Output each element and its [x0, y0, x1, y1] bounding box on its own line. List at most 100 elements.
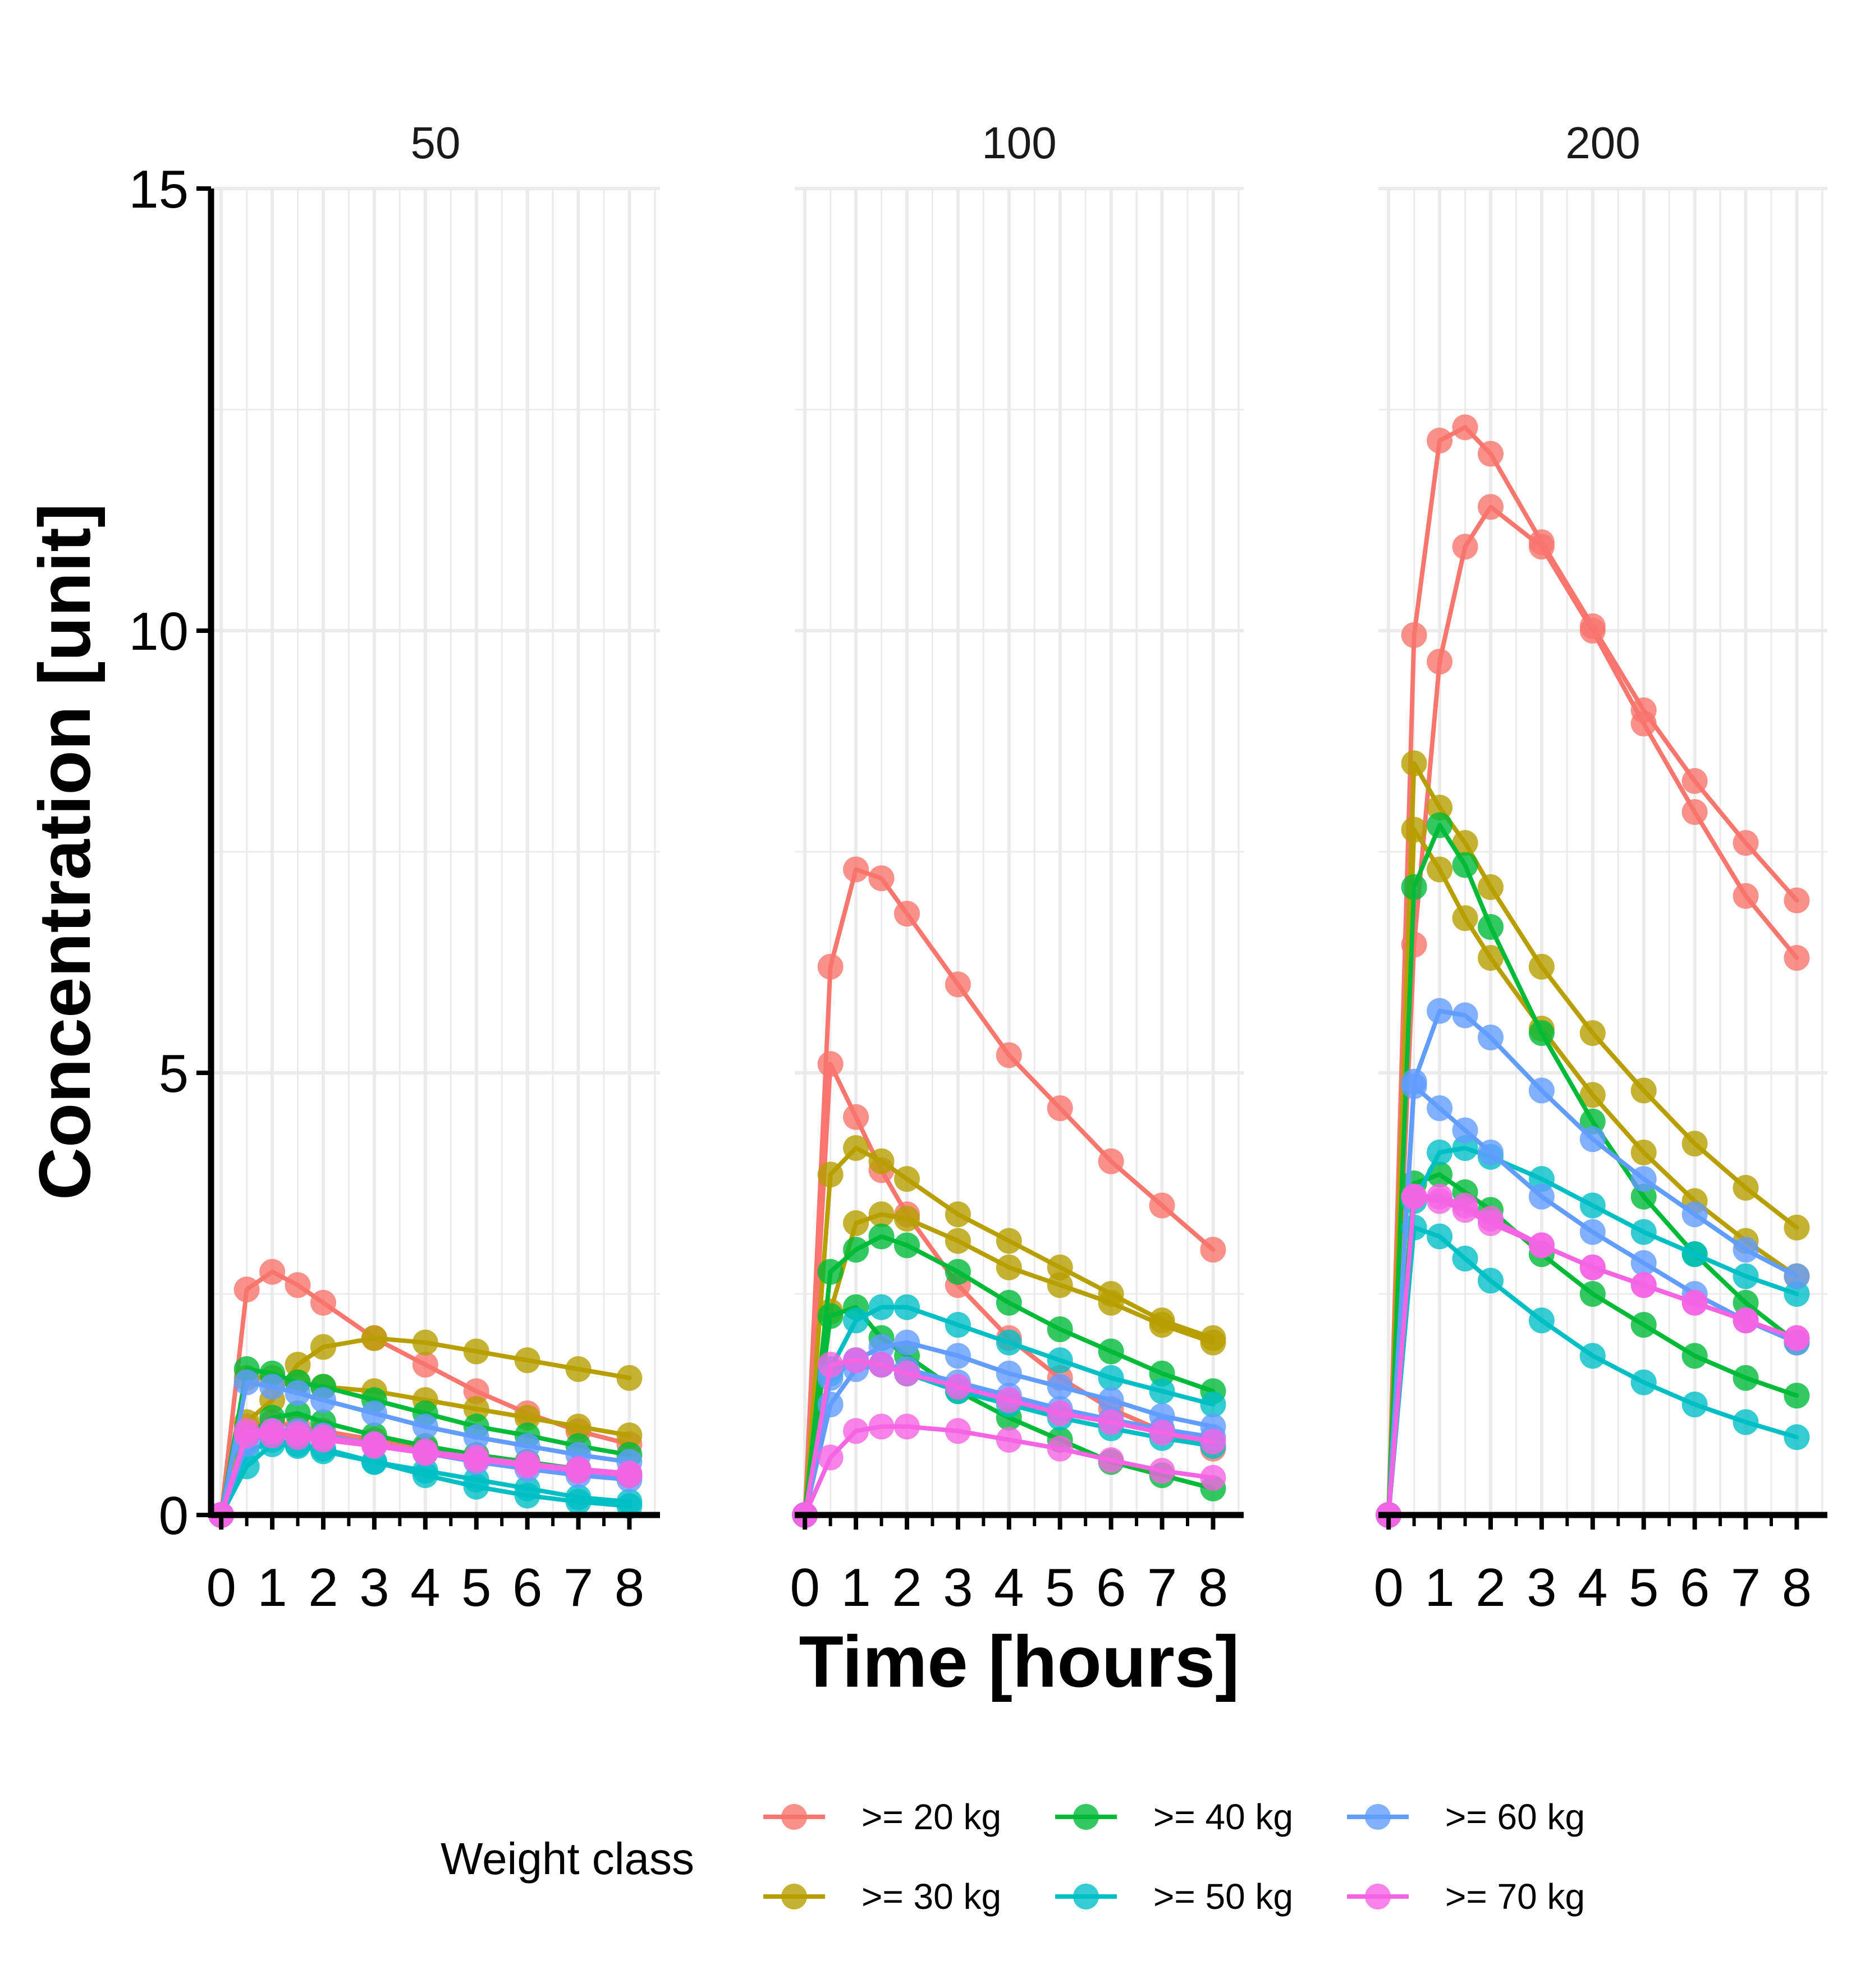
legend-label: >= 50 kg	[1153, 1876, 1293, 1917]
data-point	[1149, 1312, 1175, 1338]
x-tick-label: 2	[892, 1558, 922, 1618]
data-point	[361, 1400, 387, 1426]
data-point	[1098, 1289, 1124, 1316]
data-point	[945, 1201, 971, 1228]
data-point	[616, 1422, 643, 1449]
data-point	[945, 971, 971, 998]
data-point	[1630, 1219, 1657, 1245]
data-point	[1528, 1307, 1555, 1334]
data-point	[259, 1422, 286, 1449]
x-tick-label: 7	[1147, 1558, 1177, 1618]
x-tick-label: 3	[359, 1558, 389, 1618]
data-point	[1528, 1183, 1555, 1210]
data-point	[616, 1489, 643, 1515]
legend: Weight class >= 20 kg >= 30 kg >= 40 kg >= 5…	[441, 1797, 1585, 1917]
x-tick-label: 6	[1680, 1558, 1710, 1618]
data-point	[868, 1223, 895, 1250]
data-point	[1427, 1188, 1453, 1214]
data-point	[1149, 1192, 1175, 1219]
data-point	[1528, 1166, 1555, 1192]
data-point	[1733, 1365, 1759, 1391]
data-point	[1478, 440, 1504, 467]
data-point	[1579, 1219, 1606, 1245]
y-axis: 0 5 10 15	[129, 159, 214, 1546]
x-tick-label: 4	[994, 1558, 1024, 1618]
data-point	[1630, 1166, 1657, 1192]
data-point	[565, 1413, 592, 1440]
data-point	[565, 1484, 592, 1510]
data-point	[843, 1237, 869, 1263]
data-point	[1579, 1281, 1606, 1307]
data-point	[1528, 953, 1555, 980]
data-point	[1784, 887, 1810, 913]
legend-key-point	[781, 1884, 807, 1909]
legend-label: >= 30 kg	[861, 1876, 1001, 1917]
data-point	[843, 1418, 869, 1444]
data-point	[996, 1289, 1022, 1316]
x-tick-label: 0	[206, 1558, 236, 1618]
panel-50-grid: 50	[211, 118, 660, 1517]
data-point	[1733, 1289, 1759, 1316]
data-point	[996, 1360, 1022, 1386]
data-point	[868, 1413, 895, 1440]
data-point	[1478, 1268, 1504, 1294]
x-tick-label: 5	[1045, 1558, 1075, 1618]
data-point	[1427, 649, 1453, 675]
data-point	[817, 1303, 844, 1329]
data-point	[1784, 1424, 1810, 1450]
data-point	[868, 1294, 895, 1320]
legend-label: >= 60 kg	[1445, 1797, 1585, 1837]
x-axis-title: Time [hours]	[799, 1620, 1240, 1702]
x-tick-label: 1	[1424, 1558, 1454, 1618]
data-point	[1478, 945, 1504, 971]
data-point	[817, 1259, 844, 1285]
data-point	[463, 1338, 489, 1365]
x-tick-label: 1	[257, 1558, 287, 1618]
data-point	[1681, 1392, 1708, 1417]
legend-item: >= 20 kg	[763, 1797, 1001, 1837]
data-point	[894, 1413, 920, 1440]
data-point	[1630, 710, 1657, 737]
data-point	[996, 1329, 1022, 1356]
data-point	[1427, 795, 1453, 821]
data-point	[1733, 1174, 1759, 1201]
data-point	[1452, 534, 1478, 560]
data-point	[233, 1422, 260, 1449]
data-point	[1047, 1272, 1073, 1298]
data-point	[996, 1427, 1022, 1453]
data-point	[894, 1166, 920, 1192]
data-point	[1452, 1117, 1478, 1144]
data-point	[1200, 1237, 1226, 1263]
legend-label: >= 40 kg	[1153, 1797, 1293, 1837]
data-point	[259, 1259, 286, 1285]
data-point	[843, 1307, 869, 1334]
panel-200-grid: 200	[1378, 118, 1827, 1517]
data-point	[1452, 852, 1478, 878]
data-point	[1681, 1289, 1708, 1316]
data-point	[463, 1395, 489, 1422]
data-point	[514, 1475, 540, 1502]
data-point	[1784, 1263, 1810, 1289]
data-point	[514, 1404, 540, 1431]
data-point	[1681, 768, 1708, 794]
data-point	[1579, 1343, 1606, 1369]
data-point	[310, 1387, 336, 1413]
data-point	[1528, 1020, 1555, 1046]
data-point	[945, 1343, 971, 1369]
data-point	[285, 1272, 311, 1298]
data-point	[1784, 945, 1810, 971]
data-point	[1427, 856, 1453, 883]
legend-title: Weight class	[441, 1834, 694, 1884]
data-point	[514, 1452, 540, 1479]
data-point	[1630, 1369, 1657, 1395]
data-point	[1427, 428, 1453, 454]
data-point	[1401, 874, 1427, 901]
data-point	[1149, 1458, 1175, 1484]
data-point	[1401, 1073, 1427, 1099]
data-point	[1047, 1374, 1073, 1400]
data-point	[1681, 1201, 1708, 1228]
data-point	[817, 1352, 844, 1378]
